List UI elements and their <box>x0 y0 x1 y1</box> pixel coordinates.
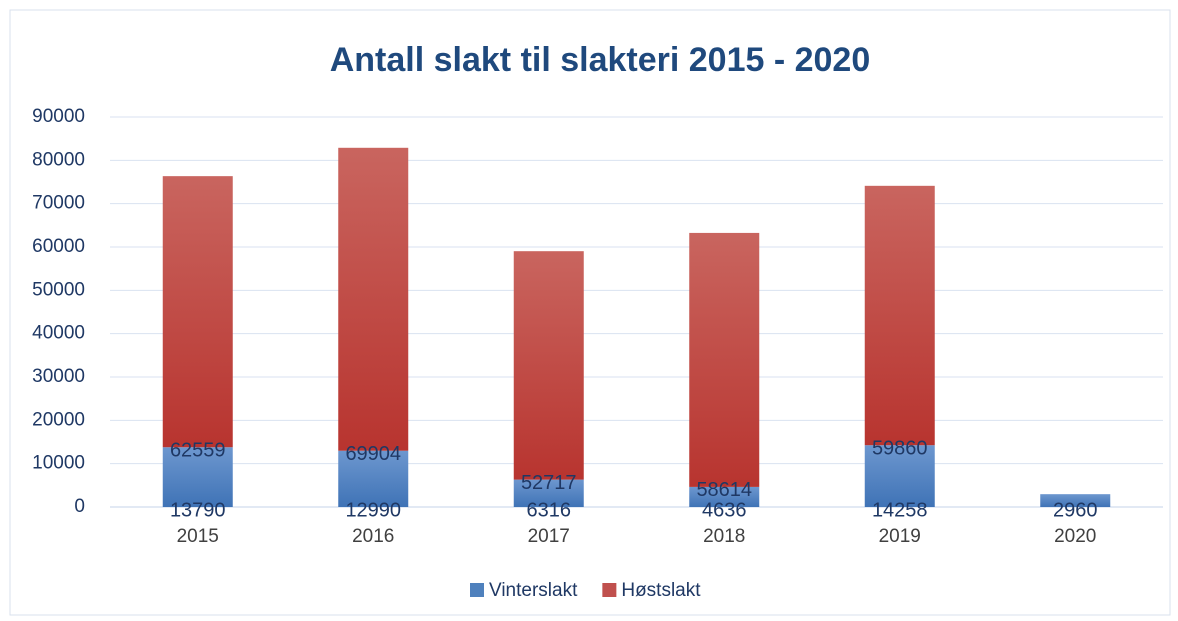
y-tick-label: 30000 <box>32 366 85 387</box>
data-label: 2960 <box>1053 499 1098 521</box>
x-tick-label: 2015 <box>177 526 219 547</box>
data-label: 69904 <box>345 443 401 465</box>
y-tick-label: 90000 <box>32 106 85 127</box>
legend-swatch <box>602 583 617 597</box>
data-label: 52717 <box>521 472 577 494</box>
bar-segment <box>1040 494 1111 507</box>
bar-segment <box>162 176 233 448</box>
y-tick-label: 80000 <box>32 149 85 170</box>
y-tick-label: 60000 <box>32 236 85 257</box>
data-label: 58614 <box>696 479 752 501</box>
bar-segment <box>513 251 584 480</box>
y-tick-label: 10000 <box>32 453 85 474</box>
data-label: 12990 <box>345 499 401 521</box>
chart-title: Antall slakt til slakteri 2015 - 2020 <box>330 41 871 79</box>
x-tick-label: 2019 <box>879 526 921 547</box>
bar-segment <box>338 450 409 507</box>
data-label: 6316 <box>527 499 572 521</box>
x-tick-label: 2017 <box>528 526 570 547</box>
data-label: 14258 <box>872 499 928 521</box>
y-tick-label: 20000 <box>32 409 85 430</box>
bar-segment <box>689 486 760 507</box>
data-label: 62559 <box>170 440 226 462</box>
bar-segment <box>864 445 935 507</box>
y-tick-label: 70000 <box>32 193 85 214</box>
data-label: 13790 <box>170 499 226 521</box>
bar-segment <box>864 185 935 446</box>
bar-segment <box>689 232 760 487</box>
bar-segment <box>513 479 584 507</box>
bar-segment <box>338 147 409 451</box>
bar-segment <box>162 447 233 507</box>
x-tick-label: 2016 <box>352 526 394 547</box>
legend-label: Vinterslakt <box>489 580 578 601</box>
legend-swatch <box>470 583 484 597</box>
data-label: 59860 <box>872 437 928 459</box>
y-tick-label: 0 <box>74 496 85 517</box>
y-tick-label: 50000 <box>32 279 85 300</box>
legend-label: Høstslakt <box>621 580 701 601</box>
x-tick-label: 2020 <box>1054 526 1096 547</box>
y-tick-label: 40000 <box>32 323 85 344</box>
data-label: 4636 <box>702 499 747 521</box>
x-tick-label: 2018 <box>703 526 745 547</box>
